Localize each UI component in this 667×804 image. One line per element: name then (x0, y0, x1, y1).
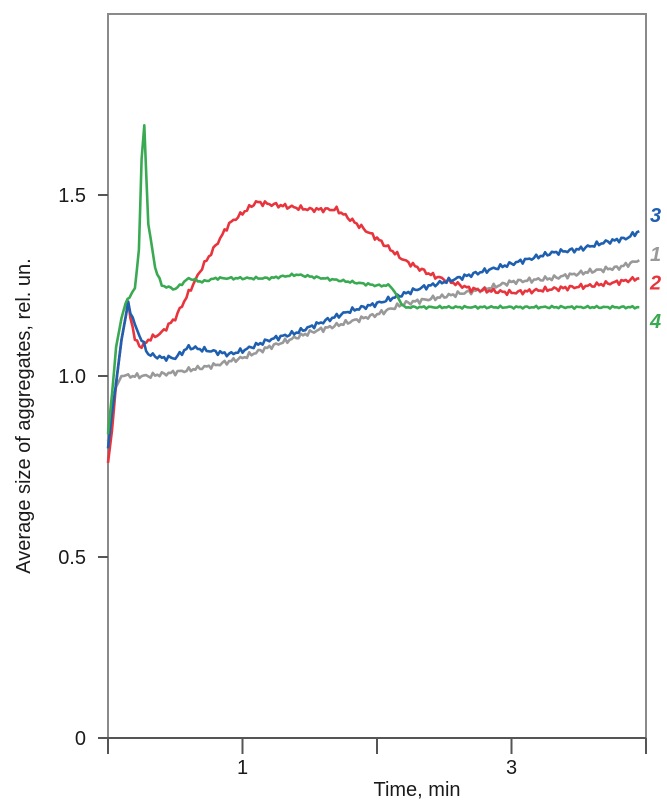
axes-layer: 0 0.5 1.0 1.5 1 3 (58, 185, 647, 779)
series-line-3 (106, 230, 640, 449)
y-tick-label: 0.5 (58, 547, 86, 569)
y-tick-label: 1.5 (58, 185, 86, 207)
series-label-4: 4 (649, 311, 661, 333)
y-tick-label: 0 (75, 728, 86, 750)
series-labels: 1 2 3 4 (649, 205, 661, 333)
plot-frame (107, 13, 647, 739)
series-line-4 (106, 124, 640, 435)
x-tick-label: 1 (237, 757, 248, 779)
x-tick-label: 3 (506, 757, 517, 779)
plot-border (107, 13, 647, 739)
series-label-3: 3 (650, 205, 661, 227)
y-axis-label: Average size of aggregates, rel. un. (13, 258, 35, 573)
series-line-2 (106, 200, 640, 464)
y-tick-label: 1.0 (58, 366, 86, 388)
series-label-2: 2 (649, 272, 661, 294)
series-label-1: 1 (650, 244, 661, 266)
series-layer (106, 124, 640, 464)
series-line-1 (106, 259, 640, 442)
x-axis-label: Time, min (373, 779, 460, 801)
